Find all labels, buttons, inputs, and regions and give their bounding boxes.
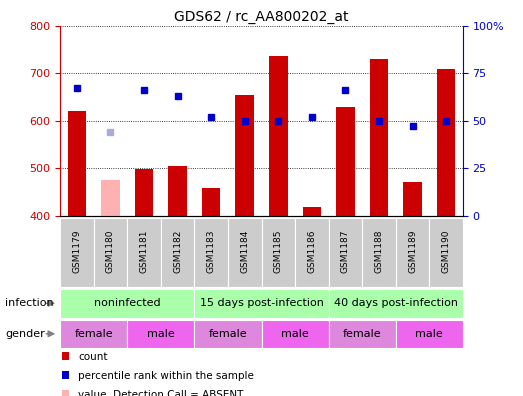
Bar [370,59,388,216]
Text: 15 days post-infection: 15 days post-infection [200,298,323,308]
Text: GSM1183: GSM1183 [207,229,215,273]
Bar [269,56,288,216]
Bar [328,289,463,318]
Bar [396,320,463,348]
Text: GSM1184: GSM1184 [240,229,249,273]
Text: value, Detection Call = ABSENT: value, Detection Call = ABSENT [78,390,244,396]
Bar [362,218,396,287]
Text: GSM1185: GSM1185 [274,229,283,273]
Bar [202,188,220,216]
Text: GSM1189: GSM1189 [408,229,417,273]
Bar [235,95,254,216]
Bar [403,182,422,216]
Text: infection: infection [5,298,54,308]
Text: GSM1188: GSM1188 [374,229,383,273]
Text: male: male [147,329,175,339]
Bar [161,218,195,287]
Bar [60,218,94,287]
Text: noninfected: noninfected [94,298,161,308]
Bar [262,218,295,287]
Text: female: female [209,329,247,339]
Bar [437,69,456,216]
Text: male: male [415,329,443,339]
Text: GSM1181: GSM1181 [140,229,149,273]
Bar [195,289,328,318]
Bar [429,218,463,287]
Bar [262,320,328,348]
Text: female: female [74,329,113,339]
Bar [328,218,362,287]
Text: male: male [281,329,309,339]
Text: count: count [78,352,108,362]
Bar [60,289,195,318]
Bar [303,207,321,216]
Text: percentile rank within the sample: percentile rank within the sample [78,371,254,381]
Bar [168,166,187,216]
Bar [60,320,127,348]
Bar [127,320,195,348]
Text: GSM1182: GSM1182 [173,229,182,273]
Text: gender: gender [5,329,45,339]
Bar [101,180,120,216]
Text: 40 days post-infection: 40 days post-infection [334,298,458,308]
Bar [127,218,161,287]
Text: GDS62 / rc_AA800202_at: GDS62 / rc_AA800202_at [174,10,349,24]
Text: GSM1187: GSM1187 [341,229,350,273]
Text: GSM1186: GSM1186 [308,229,316,273]
Bar [228,218,262,287]
Text: GSM1190: GSM1190 [441,229,451,273]
Text: GSM1179: GSM1179 [72,229,82,273]
Text: female: female [343,329,381,339]
Bar [195,218,228,287]
Text: GSM1180: GSM1180 [106,229,115,273]
Bar [336,107,355,216]
Bar [195,320,262,348]
Bar [67,111,86,216]
Bar [295,218,328,287]
Bar [396,218,429,287]
Bar [94,218,127,287]
Bar [328,320,396,348]
Bar [135,169,153,216]
